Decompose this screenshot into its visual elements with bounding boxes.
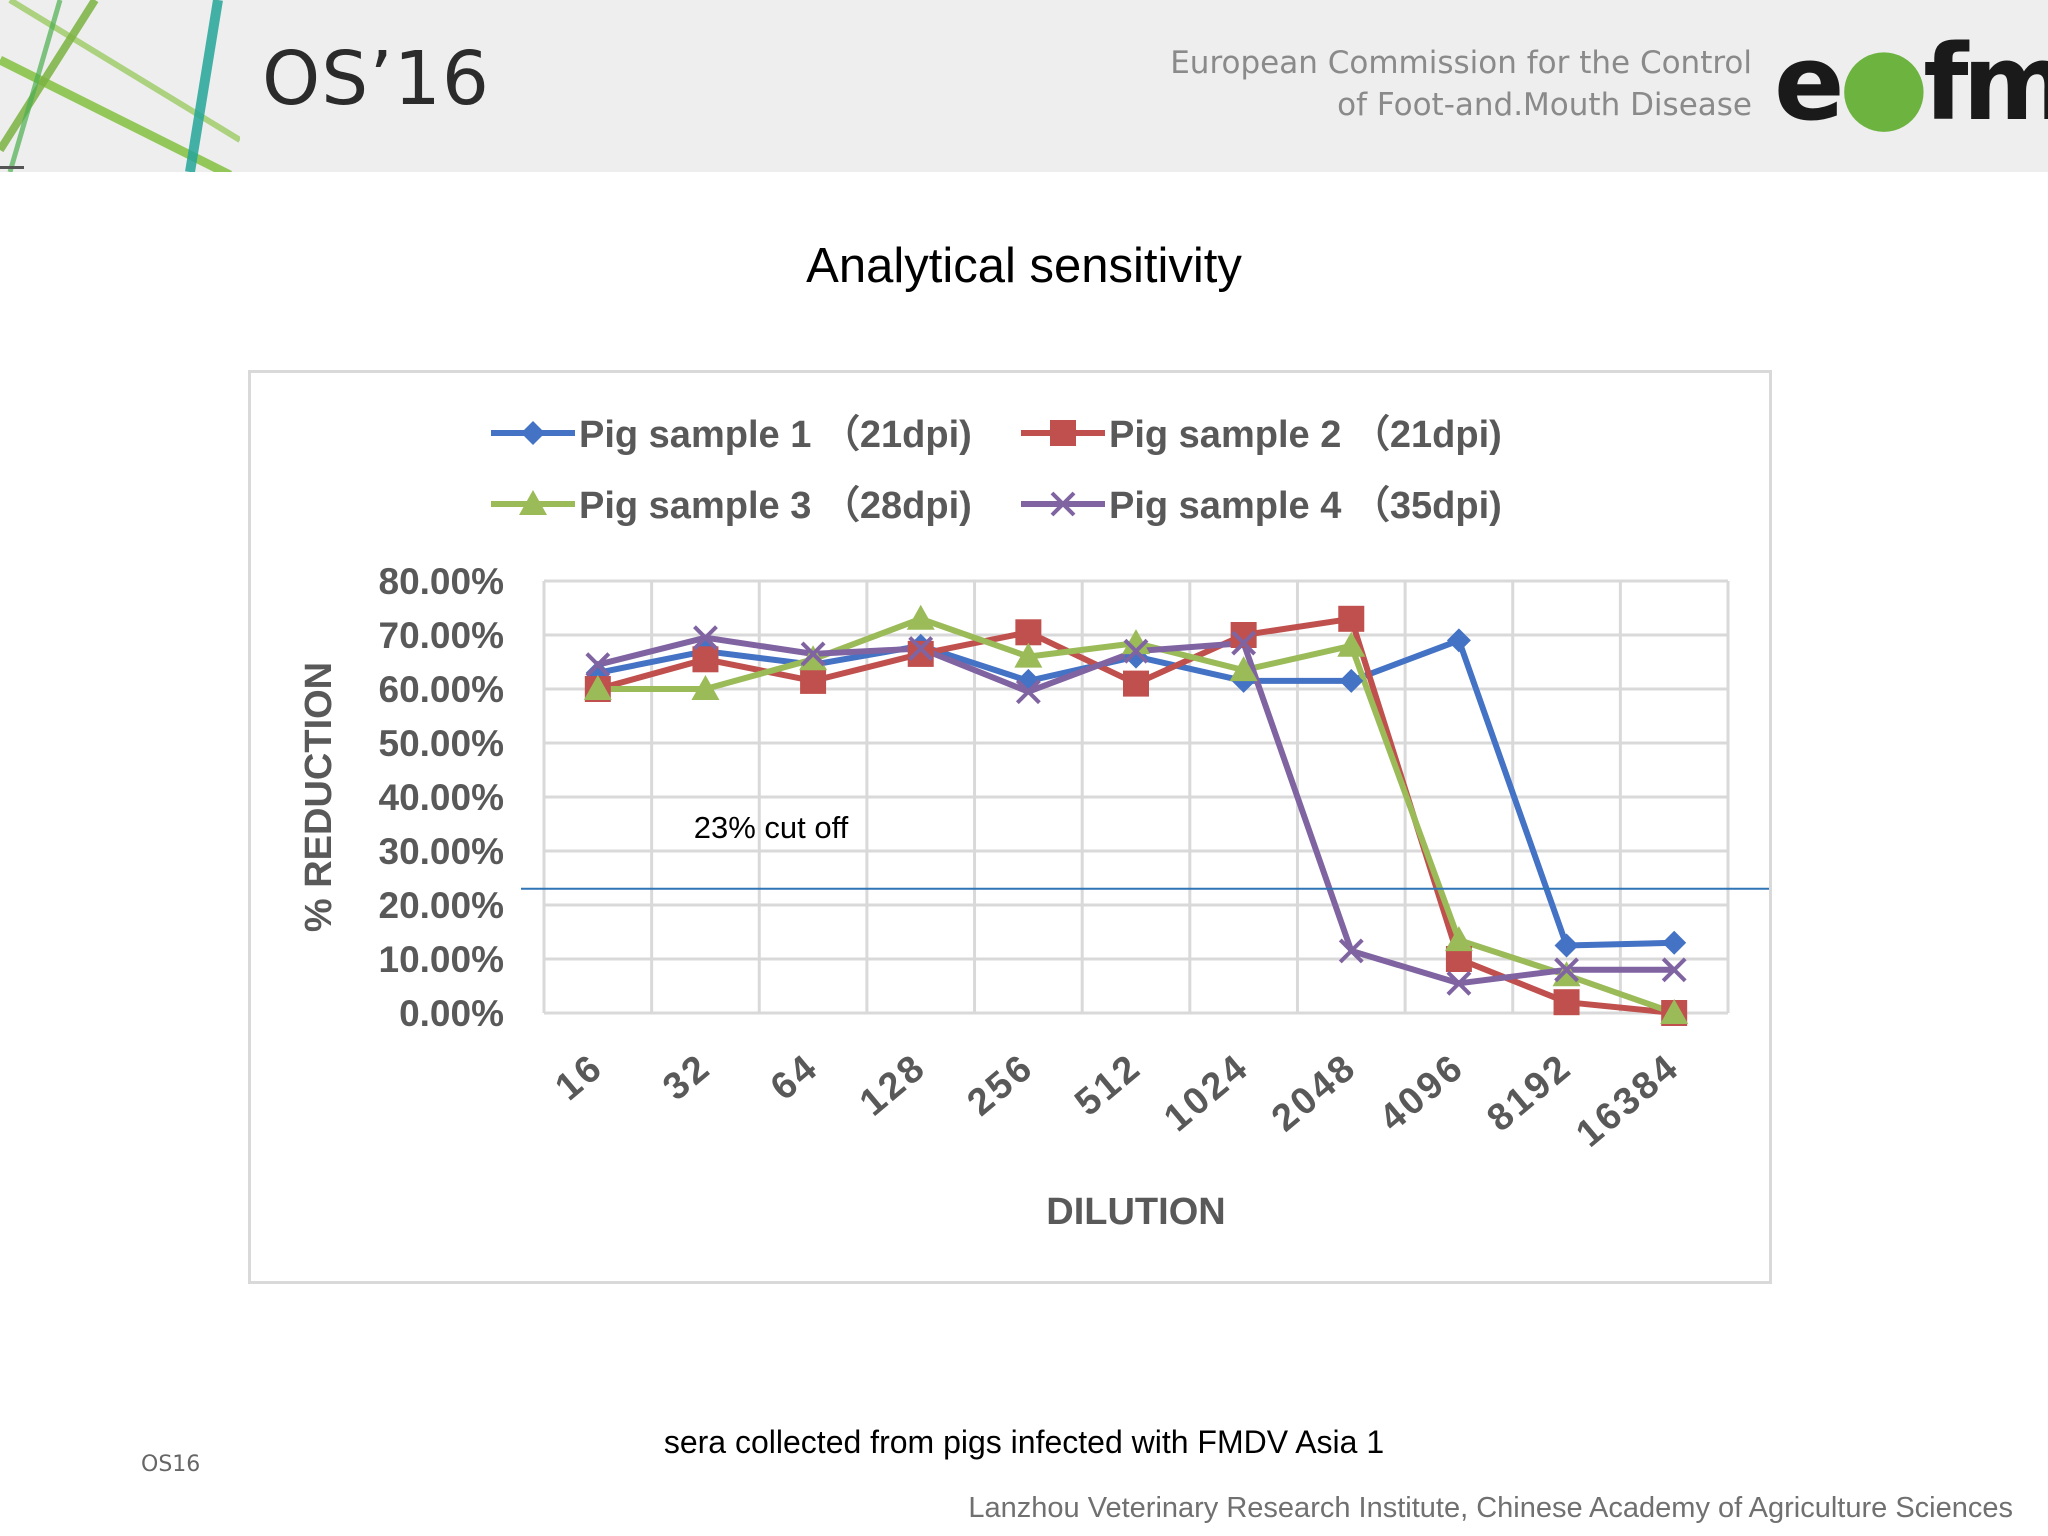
x-tick-label: 64 [763, 1046, 827, 1109]
header-underline [0, 166, 24, 169]
series-1-point [1339, 668, 1364, 693]
series-2-point [1338, 605, 1365, 632]
x-tick-label: 512 [1067, 1046, 1149, 1125]
legend-label-series-1: Pig sample 1 （21dpi) [579, 414, 972, 456]
series-2-point [1553, 989, 1580, 1016]
slide-header: OS’16 European Commission for the Contro… [0, 0, 2048, 172]
chart-frame: 0.00% 10.00% 20.00% 30.00% 40.00% 50.00% 60.00… [248, 370, 1772, 1284]
series-1-point [1554, 933, 1579, 958]
y-tick-label: 20.00% [379, 885, 505, 926]
x-tick-label: 256 [960, 1046, 1042, 1125]
series-3-point [1552, 961, 1581, 987]
logo-leaf-icon: ● [1838, 22, 1930, 144]
eufmd-logo: e●fmd [1774, 22, 2048, 144]
legend-marker-series-2 [1050, 420, 1076, 446]
x-tick-label: 2048 [1264, 1046, 1365, 1140]
series-3-point [691, 675, 720, 700]
series-4-point [1446, 970, 1472, 996]
x-tick-label: 8192 [1479, 1046, 1580, 1140]
slide-caption: sera collected from pigs infected with F… [663, 1424, 1385, 1460]
logo-letter-e: e [1774, 22, 1845, 144]
series-4-point [1231, 630, 1257, 656]
y-tick-label: 0.00% [399, 993, 504, 1034]
series-3-point [1014, 642, 1043, 668]
series-4-point [800, 641, 826, 667]
series-2-point [1015, 619, 1042, 646]
y-axis-title: % REDUCTION [298, 662, 340, 932]
legend-marker-series-4 [1050, 491, 1076, 517]
series-3-point [1444, 926, 1473, 952]
series-3-point [583, 675, 612, 700]
conference-title: OS’16 [262, 36, 490, 122]
y-tick-label: 40.00% [379, 777, 505, 818]
y-tick-label: 70.00% [379, 615, 505, 656]
x-tick-label: 16 [548, 1046, 612, 1109]
x-tick-label: 16384 [1569, 1046, 1688, 1156]
y-tick-label: 10.00% [379, 939, 505, 980]
series-4-point [908, 636, 934, 661]
series-3-point [1229, 656, 1258, 682]
legend-marker-series-3 [519, 490, 547, 515]
y-tick-label: 60.00% [379, 669, 505, 710]
series-4-point [585, 652, 611, 678]
organization-name-line1: European Commission for the Control [1170, 45, 1752, 81]
series-4-point [1338, 938, 1364, 964]
organization-name-line2: of Foot-and.Mouth Disease [1337, 87, 1752, 123]
y-tick-label: 50.00% [379, 723, 505, 764]
series-4-point [1015, 679, 1041, 705]
legend-marker-series-1 [521, 421, 545, 445]
series-2-point [1123, 670, 1149, 697]
x-tick-label: 128 [852, 1046, 934, 1125]
series-3-point [799, 645, 828, 671]
series-3-point [906, 604, 935, 630]
series-2-point [907, 640, 934, 667]
legend-label-series-3: Pig sample 3 （28dpi) [579, 485, 972, 527]
footer-institute: Lanzhou Veterinary Research Institute, C… [968, 1492, 2013, 1524]
series-1-point [1016, 668, 1041, 693]
series-3-point [1122, 629, 1150, 655]
slide-title: Analytical sensitivity [806, 239, 1242, 293]
series-2-point [692, 646, 719, 673]
y-tick-label: 80.00% [379, 561, 505, 602]
decorative-lines-graphic [0, 0, 240, 172]
x-tick-label: 32 [655, 1046, 719, 1109]
series-1-point [1446, 628, 1471, 653]
x-axis-title: DILUTION [1046, 1191, 1225, 1233]
series-1-point [1662, 930, 1687, 955]
x-tick-label: 4096 [1372, 1046, 1473, 1140]
footer-slide-tag: OS16 [141, 1452, 201, 1477]
series-3-point [1337, 631, 1366, 657]
series-4-point [1661, 957, 1687, 983]
series-4-point [1123, 638, 1149, 664]
organization-name: European Commission for the Control of F… [1170, 42, 1752, 126]
series-3-point [1660, 999, 1689, 1024]
logo-letters-fmd: fmd [1923, 22, 2048, 144]
series-4-point [693, 625, 718, 651]
series-4-point [1554, 957, 1579, 983]
legend-label-series-2: Pig sample 2 （21dpi) [1109, 414, 1502, 456]
x-tick-label: 1024 [1156, 1046, 1257, 1140]
y-tick-label: 30.00% [379, 831, 505, 872]
series-2-point [800, 667, 827, 694]
legend-label-series-4: Pig sample 4 （35dpi) [1109, 485, 1502, 527]
series-1-point [1124, 644, 1148, 669]
cutoff-label: 23% cut off [694, 810, 849, 845]
line-chart: 0.00% 10.00% 20.00% 30.00% 40.00% 50.00% 60.00… [298, 414, 1769, 1233]
